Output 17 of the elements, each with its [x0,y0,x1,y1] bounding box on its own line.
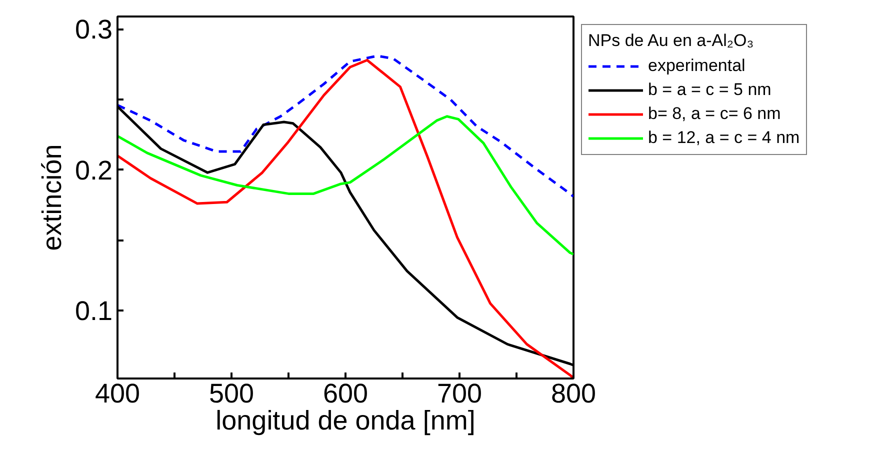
legend-label: b= 8, a = c= 6 nm [648,104,781,124]
y-axis-title: extinción [36,144,67,251]
line-series [118,54,574,198]
x-tick-label: 500 [208,378,254,408]
legend-label: b = 12, a = c = 4 nm [648,128,800,148]
y-tick-label: 0.3 [74,14,113,45]
legend-title: NPs de Au en a-Al₂O₃ [588,31,755,51]
x-tick-label: 600 [322,378,368,408]
x-axis-title: longitud de onda [nm] [216,406,476,436]
x-tick-label: 400 [94,378,140,408]
y-tick-label: 0.1 [74,296,113,326]
legend-label: b = a = c = 5 nm [648,80,772,100]
line-series [118,115,574,256]
x-tick-label: 700 [436,378,482,408]
legend-label: experimental [648,56,746,76]
x-tick-label: 800 [550,378,596,408]
y-tick-label: 0.2 [74,155,113,186]
